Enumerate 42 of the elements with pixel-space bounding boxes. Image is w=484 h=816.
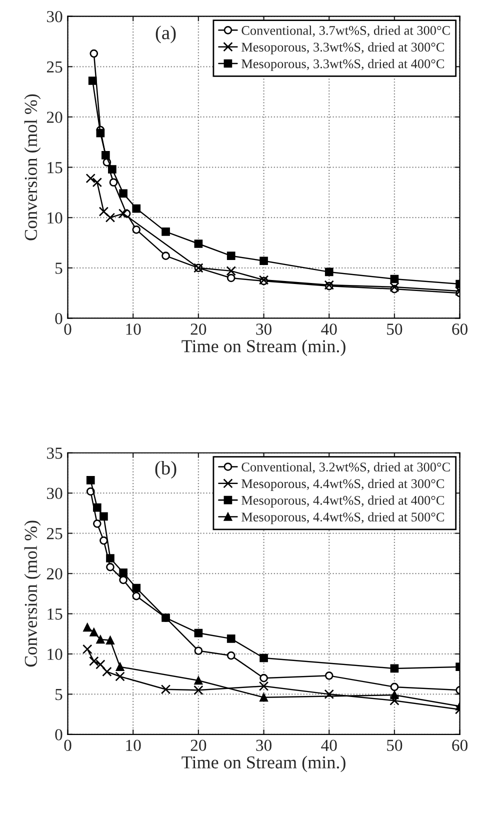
legend-label: Conventional, 3.7wt%S, dried at 300°C — [242, 26, 450, 37]
legend-label: Mesoporous, 4.4wt%S, dried at 400°C — [242, 496, 444, 508]
y-tick-label: 15 — [48, 608, 62, 620]
legend-label: Conventional, 3.2wt%S, dried at 300°C — [242, 462, 450, 474]
x-tick-label: 50 — [387, 324, 402, 335]
legend-label: Mesoporous, 3.3wt%S, dried at 300°C — [242, 42, 444, 54]
y-tick-label: 25 — [46, 61, 62, 73]
y-tick-label: 0 — [55, 729, 62, 740]
x-tick-label: 20 — [190, 324, 206, 335]
y-axis-title: Conversion (mol %) — [24, 94, 41, 240]
legend-label: Mesoporous, 3.3wt%S, dried at 400°C — [242, 58, 444, 71]
annotation: (b) — [155, 460, 176, 479]
legend-label: Mesoporous, 4.4wt%S, dried at 500°C — [242, 512, 444, 524]
y-tick-label: 10 — [48, 648, 62, 660]
x-tick-label: 40 — [321, 740, 337, 751]
x-tick-label: 0 — [64, 740, 72, 751]
x-tick-label: 50 — [387, 740, 402, 751]
x-axis-title: Time on Stream (min.) — [182, 756, 346, 772]
y-tick-label: 20 — [46, 112, 62, 123]
annotation: (a) — [156, 26, 176, 44]
y-tick-label: 30 — [47, 11, 62, 22]
x-tick-label: 0 — [64, 324, 72, 335]
x-tick-label: 30 — [256, 740, 272, 751]
x-axis-title: Time on Stream (min.) — [182, 340, 346, 356]
legend-label: Mesoporous, 4.4wt%S, dried at 300°C — [242, 478, 444, 491]
y-tick-label: 5 — [56, 262, 62, 274]
x-tick-label: 20 — [190, 740, 206, 751]
x-tick-label: 10 — [126, 740, 141, 751]
y-tick-label: 25 — [46, 528, 62, 540]
y-axis-title: Conversion (mol %) — [24, 520, 41, 667]
x-tick-label: 60 — [452, 324, 468, 335]
y-tick-label: 30 — [47, 488, 62, 500]
x-tick-label: 40 — [321, 324, 337, 335]
y-tick-label: 35 — [47, 448, 62, 459]
y-tick-label: 20 — [46, 568, 62, 580]
y-tick-label: 15 — [48, 162, 62, 174]
y-tick-label: 10 — [48, 212, 62, 224]
y-tick-label: 0 — [55, 312, 62, 324]
x-tick-label: 60 — [452, 740, 468, 751]
x-tick-label: 30 — [256, 324, 272, 335]
y-tick-label: 5 — [56, 689, 62, 700]
x-tick-label: 10 — [126, 324, 141, 335]
